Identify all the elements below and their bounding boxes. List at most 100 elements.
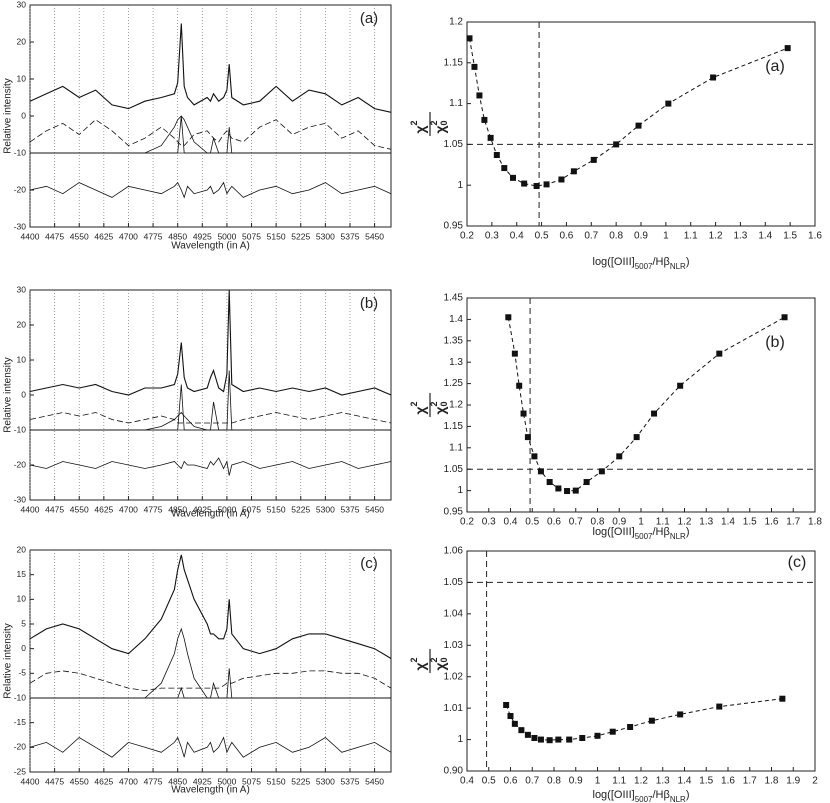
x-tick-label: 4475 <box>45 231 64 241</box>
y-tick-label: 5 <box>21 618 26 628</box>
x-tick-label: 1.2 <box>709 231 723 242</box>
spectrum-line <box>29 457 392 476</box>
chi2-marker <box>609 728 616 735</box>
y-tick-label: 1.02 <box>444 671 464 682</box>
x-axis-label-part: log([OIII] <box>593 256 635 268</box>
x-tick-label: 5075 <box>242 776 261 786</box>
panel-label: (c) <box>788 554 807 571</box>
x-axis-label-part: 5007 <box>635 532 653 541</box>
chi2-marker <box>572 487 579 494</box>
y-tick-label: -10 <box>14 147 27 157</box>
spectrum-line <box>29 554 392 659</box>
chi2-marker <box>564 488 571 495</box>
chi2-marker <box>570 168 577 175</box>
chi2-marker <box>524 434 531 441</box>
x-tick-label: 1.3 <box>699 517 713 528</box>
x-tick-label: 4700 <box>119 231 138 241</box>
x-tick-label: 0.5 <box>482 776 496 787</box>
plot-frame <box>466 297 816 513</box>
x-tick-label: 4700 <box>119 504 138 514</box>
x-axis-label-part: log([OIII] <box>593 526 635 538</box>
y-tick-label: 10 <box>17 594 27 604</box>
chi2-marker <box>511 720 518 727</box>
chi2-marker <box>627 724 634 730</box>
x-tick-label: 0.3 <box>485 231 499 242</box>
x-tick-label: 1.3 <box>733 231 747 242</box>
chi2-marker <box>716 703 723 710</box>
x-tick-label: 5375 <box>341 504 360 514</box>
chi2-marker <box>516 382 523 389</box>
x-tick-label: 0.4 <box>460 776 474 787</box>
y-label-numerator: χ2 <box>409 657 427 670</box>
x-tick-label: 4475 <box>45 776 64 786</box>
spectrum-line <box>30 115 391 154</box>
x-axis-label-part: /Hβ <box>652 256 669 268</box>
x-axis-label-part: /Hβ <box>652 789 669 801</box>
y-tick-label: 0 <box>21 643 26 653</box>
y-label-denominator: χ20 <box>429 657 449 670</box>
chi2-marker <box>507 713 514 719</box>
chi2-marker <box>533 183 540 190</box>
spectrum-line <box>29 412 392 424</box>
chi2-marker <box>487 134 494 141</box>
x-tick-label: 4625 <box>94 504 113 514</box>
panel-label: (a) <box>360 10 378 27</box>
y-axis-label: Relative intensity <box>3 78 14 154</box>
y-tick-label: -20 <box>14 184 27 194</box>
x-tick-label: 5225 <box>291 504 310 514</box>
x-tick-label: 4775 <box>144 231 163 241</box>
y-label-part: 2 <box>409 120 419 125</box>
x-tick-label: 1.8 <box>765 776 779 787</box>
chi2-marker <box>677 382 684 389</box>
x-axis-label: Wavelength (in A) <box>171 241 250 252</box>
x-tick-label: 5000 <box>217 776 236 786</box>
x-tick-label: 0.7 <box>525 776 539 787</box>
chi2-marker <box>648 717 655 724</box>
spectrum-line <box>29 736 392 758</box>
y-label-numerator: χ2 <box>409 120 427 133</box>
chi2-marker <box>481 116 488 123</box>
chi2-marker <box>579 735 586 741</box>
y-tick-label: 1.2 <box>449 17 463 28</box>
x-tick-label: 5300 <box>316 504 335 514</box>
y-tick-label: 1.25 <box>444 378 464 389</box>
x-tick-label: 0.5 <box>535 231 549 242</box>
chi2-marker <box>531 453 538 460</box>
x-tick-label: 4850 <box>168 231 187 241</box>
y-label-part: 2 <box>429 120 439 125</box>
panel: 0.2 0.3 0.4 0.5 0.6 0.7 0.8 0.9 1 1.1 1.2 1.3 1.4 1.5… <box>409 293 822 541</box>
y-label-part: χ <box>412 125 428 133</box>
x-tick-label: 0.7 <box>584 231 598 242</box>
x-tick-label: 1.4 <box>678 776 692 787</box>
panel-label: (a) <box>765 58 785 75</box>
x-axis-label-part: NLR <box>670 262 686 271</box>
y-label-part: χ <box>412 406 428 414</box>
x-tick-label: 0.4 <box>510 231 524 242</box>
x-tick-label: 4700 <box>119 776 138 786</box>
chi2-marker <box>779 695 786 702</box>
plot-frame <box>29 549 392 773</box>
x-tick-label: 1 <box>663 231 669 242</box>
y-tick-label: 20 <box>17 319 27 329</box>
chi2-marker <box>635 122 642 129</box>
spectrum-line <box>30 627 391 699</box>
x-axis-label-part: 5007 <box>635 262 653 271</box>
y-label-part: χ <box>412 662 428 670</box>
x-tick-label: 1.2 <box>634 776 648 787</box>
x-tick-label: 1.3 <box>656 776 670 787</box>
x-tick-label: 0.6 <box>547 517 561 528</box>
x-tick-label: 1.9 <box>786 776 800 787</box>
chi2-marker <box>555 736 562 743</box>
x-tick-label: 5075 <box>242 504 261 514</box>
y-tick-label: 1.35 <box>444 335 464 346</box>
x-tick-label: 0.3 <box>482 517 496 528</box>
panel: 0.2 0.3 0.4 0.5 0.6 0.7 0.8 0.9 1 1.1 1.2 1.3 1.4 1.5… <box>409 17 822 271</box>
x-tick-label: 1.8 <box>808 517 822 528</box>
x-tick-label: 1.4 <box>721 517 735 528</box>
chi2-marker <box>583 479 590 486</box>
y-label-numerator: χ2 <box>409 401 427 414</box>
y-tick-label: 0.95 <box>444 507 464 518</box>
y-tick-label: 1.4 <box>449 314 463 325</box>
y-tick-label: 1.15 <box>444 421 464 432</box>
